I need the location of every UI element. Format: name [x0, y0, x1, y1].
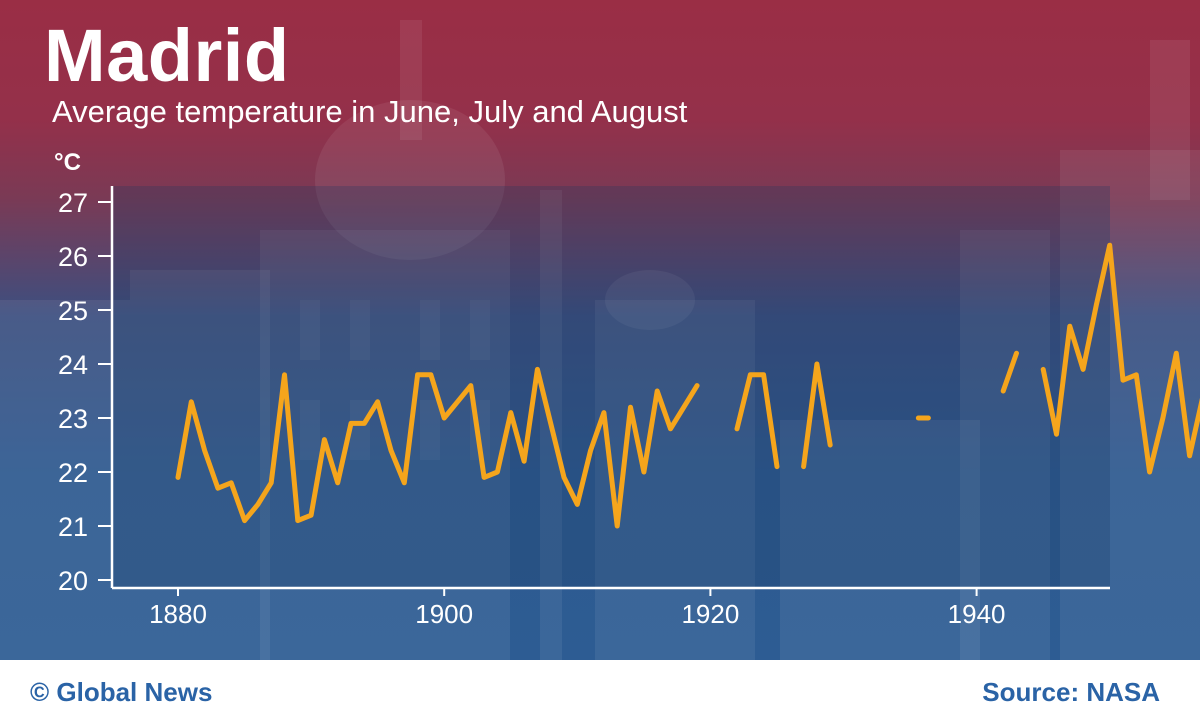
- y-tick-label: 22: [58, 458, 88, 488]
- y-tick-label: 25: [58, 296, 88, 326]
- series-segment: [734, 372, 780, 470]
- y-tick-label: 21: [58, 512, 88, 542]
- footer-bar: [0, 660, 1200, 720]
- y-tick-label: 23: [58, 404, 88, 434]
- footer-credit: © Global News: [30, 677, 213, 707]
- x-tick-label: 1940: [948, 599, 1006, 629]
- y-tick-label: 20: [58, 566, 88, 596]
- chart-title: Madrid: [44, 14, 290, 97]
- chart-subtitle: Average temperature in June, July and Au…: [52, 94, 688, 129]
- series-line: [175, 242, 1200, 529]
- series-segment: [175, 366, 700, 529]
- line-chart: 2021222324252627188019001920194019601980…: [54, 149, 1200, 629]
- footer-source: Source: NASA: [982, 677, 1160, 707]
- chart-axes: [110, 186, 1110, 590]
- x-tick-label: 1880: [149, 599, 207, 629]
- x-tick-label: 1920: [681, 599, 739, 629]
- chart-card: Madrid Average temperature in June, July…: [0, 0, 1200, 660]
- series-segment: [1000, 350, 1019, 394]
- y-axis-unit-label: °C: [54, 149, 81, 176]
- series-segment: [801, 361, 833, 470]
- x-tick-label: 1900: [415, 599, 473, 629]
- series-segment: [1040, 242, 1200, 475]
- tick-labels: 2021222324252627188019001920194019601980…: [54, 149, 1006, 629]
- y-tick-label: 26: [58, 242, 88, 272]
- y-tick-label: 24: [58, 350, 88, 380]
- y-tick-label: 27: [58, 188, 88, 218]
